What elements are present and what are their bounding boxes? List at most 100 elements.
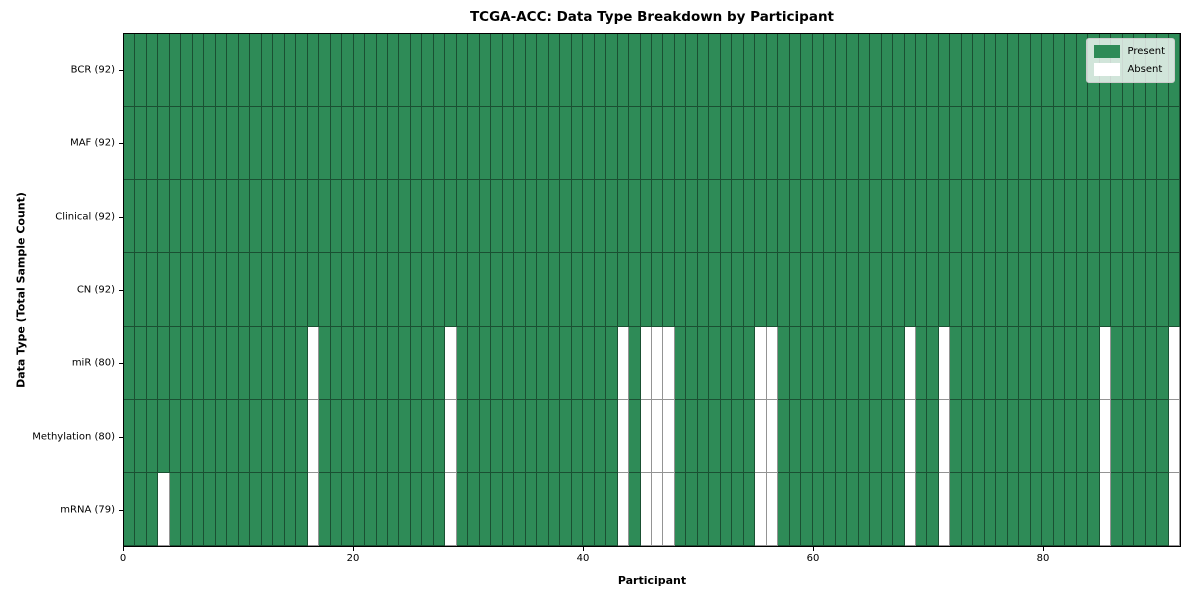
heatmap-cell: [146, 253, 159, 327]
heatmap-cell: [617, 472, 630, 546]
heatmap-cell: [973, 472, 985, 546]
heatmap-cell: [835, 180, 848, 254]
y-tick-label: CN (92): [76, 284, 115, 296]
heatmap-cell: [984, 107, 997, 181]
heatmap-cell: [502, 180, 515, 254]
heatmap-cell: [365, 180, 377, 254]
x-axis-label: Participant: [617, 574, 687, 587]
heatmap-cell: [365, 472, 377, 546]
legend-swatch-present: [1094, 45, 1121, 58]
heatmap-cell: [548, 472, 561, 546]
heatmap-cell: [376, 472, 388, 546]
heatmap-cell: [376, 34, 388, 108]
heatmap-cell: [284, 399, 297, 473]
heatmap-cell: [124, 472, 136, 546]
heatmap-cell: [399, 253, 411, 327]
heatmap-cell: [560, 399, 572, 473]
heatmap-cell: [916, 107, 928, 181]
heatmap-cell: [812, 180, 825, 254]
heatmap-cell: [697, 34, 710, 108]
heatmap-cell: [1145, 253, 1158, 327]
heatmap-cell: [847, 253, 859, 327]
heatmap-cell: [812, 107, 825, 181]
heatmap-cell: [548, 34, 561, 108]
heatmap-cell: [158, 107, 170, 181]
heatmap-cell: [1076, 326, 1089, 400]
heatmap-cell: [399, 399, 411, 473]
heatmap-cell: [238, 399, 251, 473]
heatmap-cell: [778, 326, 790, 400]
heatmap-cell: [686, 399, 698, 473]
heatmap-cell: [583, 253, 595, 327]
heatmap-cell: [858, 472, 871, 546]
heatmap-cell: [686, 180, 698, 254]
heatmap-cell: [674, 107, 687, 181]
heatmap-cell: [950, 399, 962, 473]
heatmap-cell: [227, 34, 239, 108]
heatmap-cell: [433, 472, 446, 546]
heatmap-cell: [606, 472, 618, 546]
heatmap-cell: [1007, 472, 1020, 546]
heatmap-cell: [342, 472, 354, 546]
heatmap-cell: [491, 399, 503, 473]
heatmap-cell: [1053, 34, 1066, 108]
heatmap-cell: [1019, 180, 1031, 254]
heatmap-cell: [927, 399, 939, 473]
heatmap-cell: [296, 326, 308, 400]
heatmap-cell: [870, 34, 882, 108]
heatmap-cell: [353, 253, 366, 327]
x-tick-mark: [353, 547, 354, 551]
heatmap-cell: [227, 472, 239, 546]
heatmap-cell: [801, 326, 813, 400]
heatmap-cell: [181, 326, 193, 400]
heatmap-cell: [778, 472, 790, 546]
heatmap-cell: [537, 326, 549, 400]
heatmap-cell: [996, 34, 1008, 108]
heatmap-cell: [640, 34, 652, 108]
heatmap-cell: [904, 253, 916, 327]
heatmap-cell: [342, 326, 354, 400]
heatmap-cell: [893, 399, 905, 473]
heatmap-cell: [893, 326, 905, 400]
heatmap-cell: [445, 34, 457, 108]
heatmap-cell: [479, 399, 492, 473]
heatmap-cell: [904, 107, 916, 181]
heatmap-cell: [227, 326, 239, 400]
heatmap-cell: [652, 253, 664, 327]
heatmap-cell: [215, 326, 228, 400]
heatmap-cell: [652, 180, 664, 254]
heatmap-cell: [674, 399, 687, 473]
heatmap-cell: [169, 253, 182, 327]
heatmap-cell: [204, 180, 216, 254]
heatmap-cell: [158, 472, 170, 546]
heatmap-grid: [124, 34, 1180, 546]
heatmap-cell: [192, 399, 205, 473]
heatmap-cell: [1065, 34, 1077, 108]
heatmap-cell: [996, 253, 1008, 327]
heatmap-cell: [870, 253, 882, 327]
heatmap-cell: [870, 326, 882, 400]
heatmap-cell: [652, 472, 664, 546]
heatmap-cell: [858, 326, 871, 400]
heatmap-cell: [525, 34, 538, 108]
heatmap-cell: [858, 253, 871, 327]
heatmap-cell: [824, 253, 836, 327]
heatmap-cell: [388, 34, 400, 108]
heatmap-cell: [491, 107, 503, 181]
heatmap-cell: [893, 472, 905, 546]
heatmap-cell: [1099, 253, 1112, 327]
heatmap-cell: [284, 472, 297, 546]
heatmap-cell: [938, 326, 951, 400]
heatmap-cell: [192, 180, 205, 254]
heatmap-cell: [904, 326, 916, 400]
heatmap-cell: [1122, 472, 1135, 546]
heatmap-cell: [273, 326, 285, 400]
heatmap-cell: [261, 107, 274, 181]
heatmap-cell: [548, 326, 561, 400]
heatmap-cell: [961, 472, 974, 546]
heatmap-cell: [583, 472, 595, 546]
heatmap-cell: [961, 326, 974, 400]
heatmap-cell: [135, 399, 147, 473]
heatmap-cell: [996, 472, 1008, 546]
heatmap-cell: [468, 180, 480, 254]
